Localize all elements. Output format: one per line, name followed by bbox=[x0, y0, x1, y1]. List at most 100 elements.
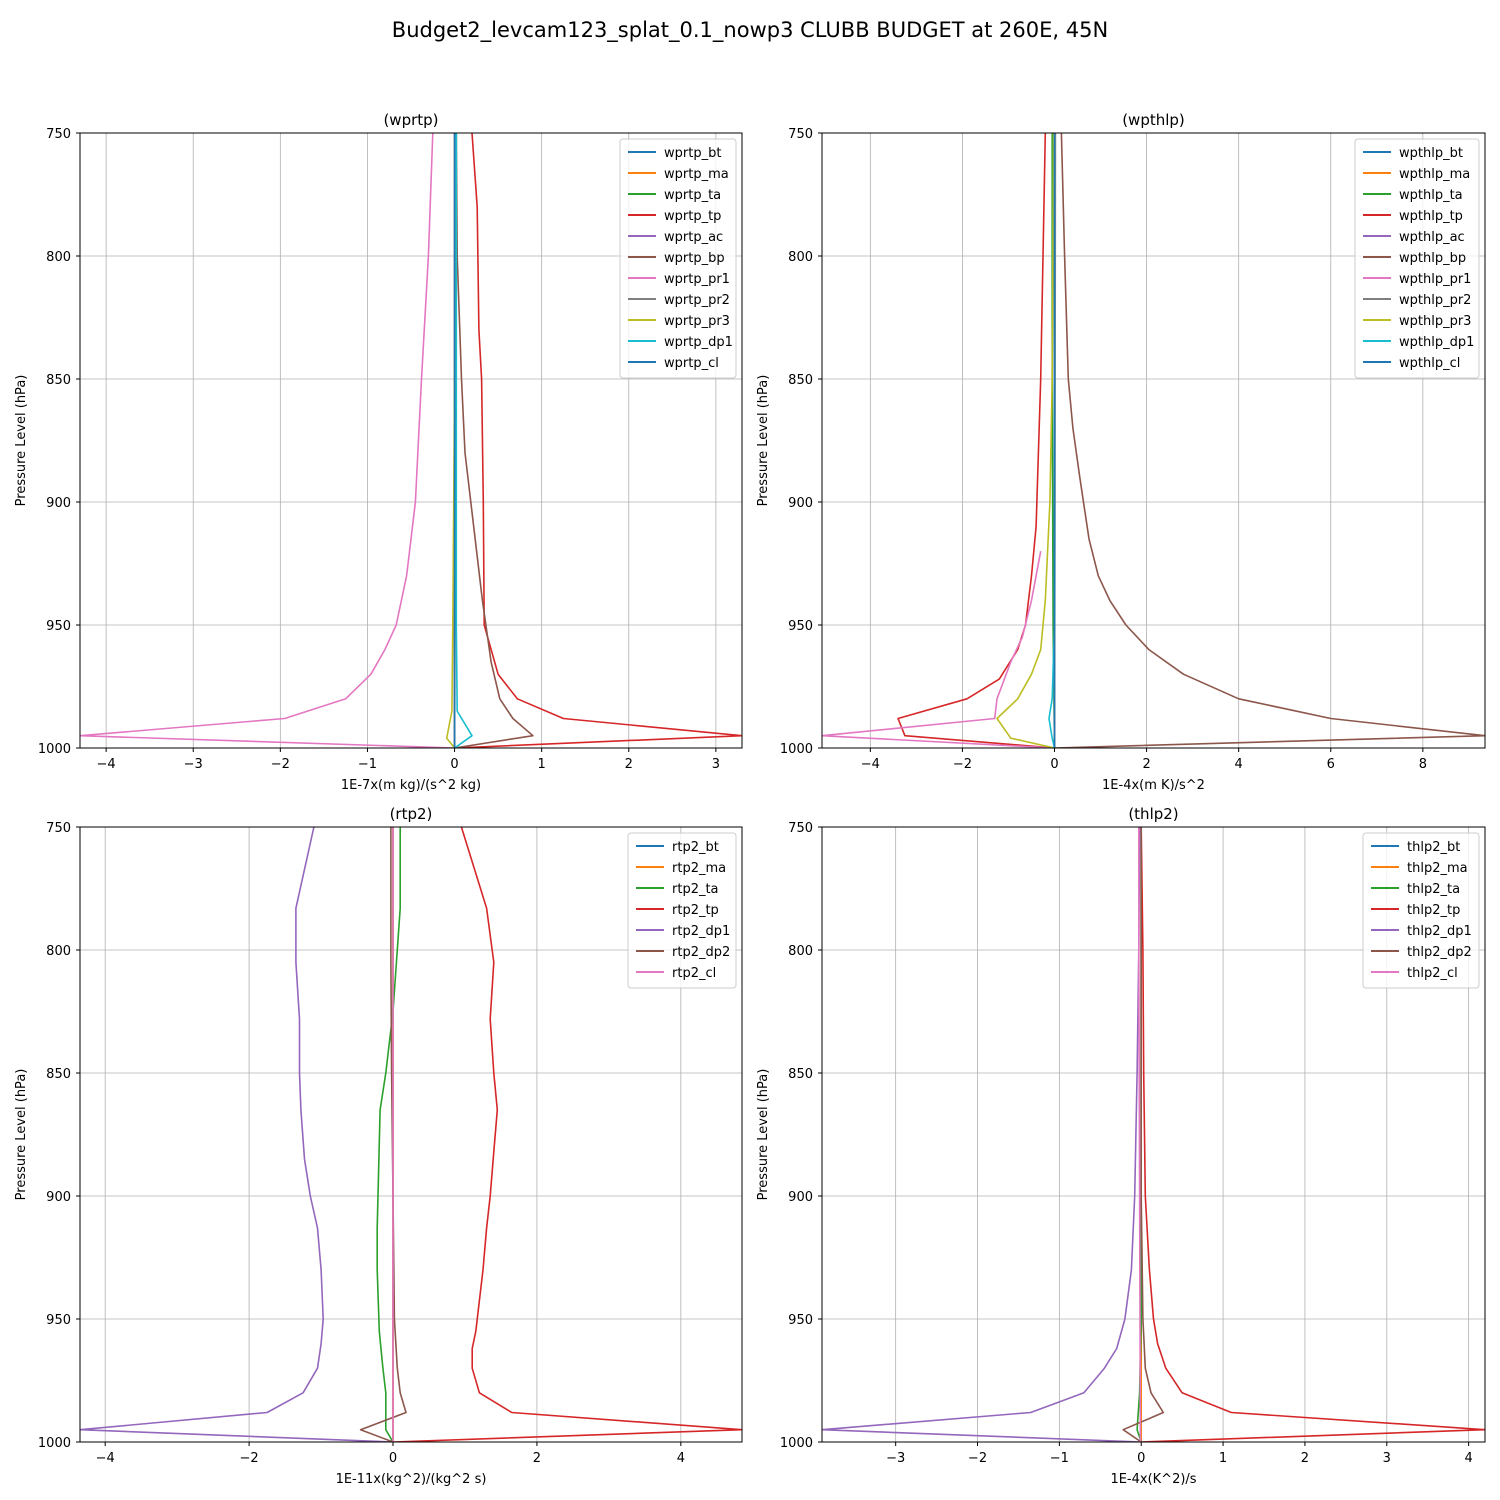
series-lines bbox=[80, 827, 742, 1442]
subplot-wprtp: −4 −3 −2 −1 0 1 2 3 750 800 850 900 950 1000 (wprtp) 1E… bbox=[14, 111, 743, 793]
y-tick-label: 850 bbox=[788, 373, 813, 388]
legend-label: thlp2_ta bbox=[1407, 882, 1460, 897]
series-line-thlp2_dp1 bbox=[822, 827, 1142, 1442]
legend-label: wpthlp_tp bbox=[1399, 209, 1463, 224]
y-tick-label: 1000 bbox=[780, 1436, 813, 1451]
legend-box bbox=[627, 832, 737, 989]
series-line-rtp2_tp bbox=[392, 827, 742, 1442]
x-tick-label: 3 bbox=[1383, 1451, 1391, 1466]
x-tick-label: −2 bbox=[968, 1451, 987, 1466]
legend-label: wprtp_ac bbox=[664, 230, 723, 245]
legend-label: wpthlp_pr3 bbox=[1399, 314, 1471, 329]
legend-label: thlp2_dp2 bbox=[1407, 945, 1472, 960]
y-tick-label: 750 bbox=[46, 127, 71, 142]
legend-label: wprtp_pr2 bbox=[664, 293, 730, 308]
y-tick-label: 850 bbox=[788, 1067, 813, 1082]
y-axis-label: Pressure Level (hPa) bbox=[14, 1069, 29, 1201]
y-tick-label: 800 bbox=[46, 944, 71, 959]
legend-label: wprtp_bp bbox=[664, 251, 725, 266]
subplot-title: (thlp2) bbox=[1128, 805, 1178, 823]
legend: wpthlp_bt wpthlp_ma wpthlp_ta wpthlp_tpwpth… bbox=[1354, 138, 1480, 379]
series-line-wprtp_tp bbox=[454, 133, 742, 748]
y-tick-label: 900 bbox=[788, 496, 813, 511]
y-axis-label: Pressure Level (hPa) bbox=[14, 375, 29, 507]
series-line-rtp2_dp2 bbox=[359, 827, 407, 1442]
x-tick-label: −4 bbox=[96, 1451, 115, 1466]
legend-label: wpthlp_pr1 bbox=[1399, 272, 1471, 287]
x-tick-label: −3 bbox=[184, 757, 203, 772]
x-tick-label: 3 bbox=[712, 757, 720, 772]
x-tick-label: 0 bbox=[1050, 757, 1058, 772]
legend-label: wprtp_tp bbox=[664, 209, 721, 224]
x-tick-label: 1 bbox=[1219, 1451, 1227, 1466]
legend-label: thlp2_dp1 bbox=[1407, 924, 1472, 939]
y-tick-label: 750 bbox=[788, 127, 813, 142]
x-tick-label: 2 bbox=[533, 1451, 541, 1466]
y-tick-label: 1000 bbox=[780, 742, 813, 757]
series-lines bbox=[822, 133, 1485, 748]
series-line-wpthlp_pr3 bbox=[996, 133, 1055, 748]
legend-label: wpthlp_ma bbox=[1399, 167, 1470, 182]
series-line-wprtp_bp bbox=[454, 133, 534, 748]
y-tick-label: 900 bbox=[46, 1190, 71, 1205]
legend-label: wprtp_pr1 bbox=[664, 272, 730, 287]
figure-title: Budget2_levcam123_splat_0.1_nowp3 CLUBB … bbox=[392, 18, 1108, 43]
series-line-rtp2_dp1 bbox=[80, 827, 394, 1442]
x-tick-label: 2 bbox=[625, 757, 633, 772]
series-line-wprtp_pr1 bbox=[80, 133, 455, 748]
x-tick-label: 2 bbox=[1142, 757, 1150, 772]
legend-label: wpthlp_bt bbox=[1399, 146, 1463, 161]
x-tick-label: −2 bbox=[953, 757, 972, 772]
series-lines bbox=[822, 827, 1485, 1442]
x-tick-label: 4 bbox=[1464, 1451, 1472, 1466]
legend-label: wpthlp_bp bbox=[1399, 251, 1466, 266]
subplot-title: (rtp2) bbox=[390, 805, 433, 823]
legend-label: rtp2_dp2 bbox=[672, 945, 730, 960]
y-tick-label: 900 bbox=[788, 1190, 813, 1205]
legend-label: rtp2_cl bbox=[672, 966, 716, 981]
x-tick-label: −2 bbox=[271, 757, 290, 772]
x-tick-label: 1 bbox=[538, 757, 546, 772]
y-tick-label: 800 bbox=[788, 944, 813, 959]
subplot-rtp2: −4 −2 0 2 4 750 800 850 900 950 1000 (rtp2) 1E-11x(k… bbox=[14, 805, 743, 1487]
x-tick-label: 4 bbox=[677, 1451, 685, 1466]
legend-label: wpthlp_dp1 bbox=[1399, 335, 1474, 350]
x-tick-label: 4 bbox=[1235, 757, 1243, 772]
subplot-title: (wpthlp) bbox=[1122, 111, 1185, 129]
legend-label: wprtp_bt bbox=[664, 146, 721, 161]
legend: wprtp_bt wprtp_ma wprtp_ta wprtp_tp wprtp_ac… bbox=[619, 138, 737, 379]
legend-label: wprtp_dp1 bbox=[664, 335, 733, 350]
legend-label: wprtp_ta bbox=[664, 188, 721, 203]
x-tick-label: 0 bbox=[450, 757, 458, 772]
y-tick-label: 950 bbox=[46, 1313, 71, 1328]
y-tick-label: 750 bbox=[46, 821, 71, 836]
x-tick-label: −3 bbox=[886, 1451, 905, 1466]
legend-label: thlp2_bt bbox=[1407, 840, 1460, 855]
legend-label: wpthlp_pr2 bbox=[1399, 293, 1471, 308]
x-axis-label: 1E-7x(m kg)/(s^2 kg) bbox=[341, 778, 481, 793]
legend-label: wpthlp_ta bbox=[1399, 188, 1463, 203]
subplot-title: (wprtp) bbox=[383, 111, 438, 129]
legend: thlp2_bt thlp2_ma thlp2_ta thlp2_tp thlp2_dp… bbox=[1362, 832, 1480, 989]
legend-label: wpthlp_cl bbox=[1399, 356, 1460, 371]
y-axis-label: Pressure Level (hPa) bbox=[756, 1069, 771, 1201]
x-tick-label: −4 bbox=[861, 757, 880, 772]
series-line-thlp2_dp2 bbox=[1122, 827, 1165, 1442]
legend-label: wprtp_pr3 bbox=[664, 314, 730, 329]
y-tick-label: 950 bbox=[788, 619, 813, 634]
legend-box bbox=[619, 138, 737, 379]
x-tick-label: 0 bbox=[1137, 1451, 1145, 1466]
y-axis-label: Pressure Level (hPa) bbox=[756, 375, 771, 507]
legend-label: rtp2_dp1 bbox=[672, 924, 730, 939]
series-lines bbox=[80, 133, 742, 748]
legend-label: wprtp_cl bbox=[664, 356, 719, 371]
x-tick-label: −1 bbox=[1050, 1451, 1069, 1466]
x-tick-label: −4 bbox=[97, 757, 116, 772]
y-tick-label: 850 bbox=[46, 1067, 71, 1082]
plot-frame bbox=[79, 826, 743, 1443]
y-tick-label: 950 bbox=[788, 1313, 813, 1328]
panels: −4 −3 −2 −1 0 1 2 3 750 800 850 900 950 1000 (wprtp) 1E… bbox=[14, 111, 1486, 1487]
series-line-wpthlp_bp bbox=[1054, 133, 1485, 748]
x-tick-label: −2 bbox=[240, 1451, 259, 1466]
plot-frame bbox=[821, 826, 1486, 1443]
